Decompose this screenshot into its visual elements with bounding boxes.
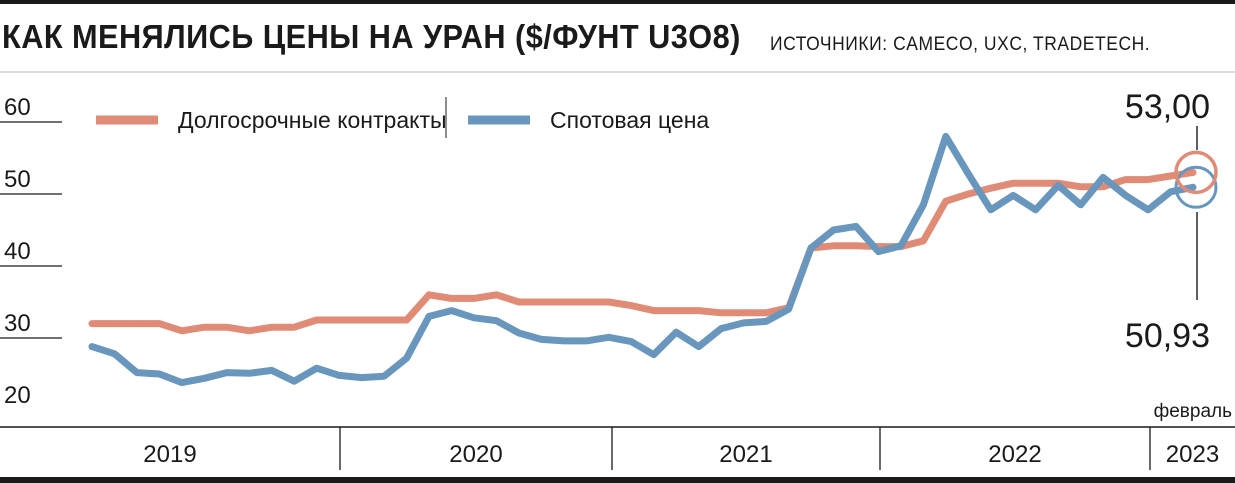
y-tick-label-40: 40 — [4, 238, 31, 265]
y-tick-label-20: 20 — [4, 382, 31, 409]
x-year-label-2019: 2019 — [143, 441, 196, 468]
series-line-long-term — [88, 168, 1197, 335]
x-year-label-2020: 2020 — [449, 441, 502, 468]
end-marker-spot — [1174, 165, 1218, 209]
chart-source: ИСТОЧНИКИ: CAMECO, UXC, TRADETECH. — [770, 34, 1151, 55]
annotation-spot-value: 50,93 — [1125, 317, 1210, 355]
legend-label-spot: Спотовая цена — [550, 107, 709, 133]
period-note: февраль — [1154, 401, 1233, 422]
legend: Долгосрочные контракты Спотовая цена — [96, 97, 709, 138]
y-tick-label-50: 50 — [4, 166, 31, 193]
y-tick-label-30: 30 — [4, 310, 31, 337]
y-tick-label-60: 60 — [4, 94, 31, 121]
end-marker-long-term — [1174, 150, 1218, 195]
annotation-long-term-value: 53,00 — [1125, 88, 1210, 126]
series-lines — [88, 132, 1197, 387]
x-year-label-2023: 2023 — [1166, 441, 1219, 468]
x-axis-years: 2019 2020 2021 2022 2023 — [143, 427, 1219, 470]
end-annotations: 53,00 50,93 — [1125, 88, 1218, 355]
top-rule — [0, 0, 1235, 4]
bottom-rule — [0, 477, 1235, 483]
series-line-spot — [88, 132, 1197, 387]
y-axis: 60 50 40 30 20 — [0, 94, 62, 409]
legend-label-long-term: Долгосрочные контракты — [178, 107, 447, 133]
x-year-label-2022: 2022 — [988, 441, 1041, 468]
x-year-label-2021: 2021 — [719, 441, 772, 468]
chart-title: КАК МЕНЯЛИСЬ ЦЕНЫ НА УРАН ($/ФУНТ U3O8) — [2, 18, 741, 55]
